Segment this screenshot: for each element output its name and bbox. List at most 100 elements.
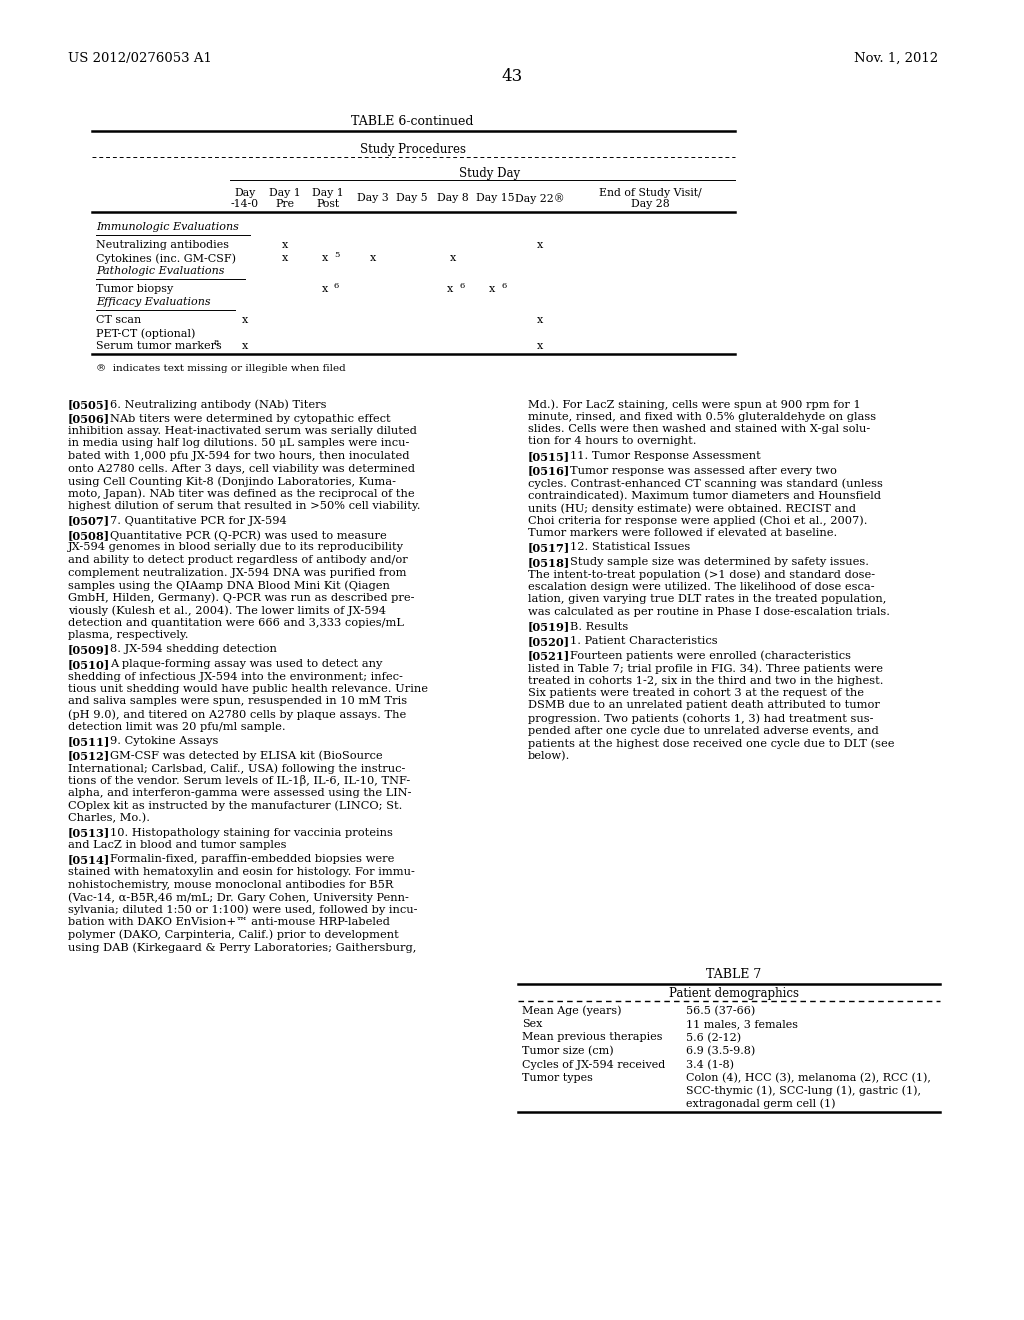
Text: CT scan: CT scan	[96, 315, 141, 325]
Text: progression. Two patients (cohorts 1, 3) had treatment sus-: progression. Two patients (cohorts 1, 3)…	[528, 713, 873, 723]
Text: NAb titers were determined by cytopathic effect: NAb titers were determined by cytopathic…	[110, 413, 390, 424]
Text: [0514]: [0514]	[68, 854, 111, 866]
Text: x: x	[242, 341, 248, 351]
Text: [0516]: [0516]	[528, 466, 570, 477]
Text: B. Results: B. Results	[570, 622, 629, 631]
Text: [0521]: [0521]	[528, 651, 570, 661]
Text: and LacZ in blood and tumor samples: and LacZ in blood and tumor samples	[68, 840, 287, 850]
Text: Tumor size (cm): Tumor size (cm)	[522, 1045, 613, 1056]
Text: Day 3: Day 3	[357, 193, 389, 203]
Text: Day 1: Day 1	[312, 187, 344, 198]
Text: 11. Tumor Response Assessment: 11. Tumor Response Assessment	[570, 451, 761, 461]
Text: [0513]: [0513]	[68, 828, 111, 838]
Text: Day: Day	[234, 187, 256, 198]
Text: 5.6 (2-12): 5.6 (2-12)	[686, 1032, 741, 1043]
Text: Nov. 1, 2012: Nov. 1, 2012	[854, 51, 938, 65]
Text: International; Carlsbad, Calif., USA) following the instruc-: International; Carlsbad, Calif., USA) fo…	[68, 763, 406, 774]
Text: The intent-to-treat population (>1 dose) and standard dose-: The intent-to-treat population (>1 dose)…	[528, 569, 876, 579]
Text: 8. JX-594 shedding detection: 8. JX-594 shedding detection	[110, 644, 276, 655]
Text: treated in cohorts 1-2, six in the third and two in the highest.: treated in cohorts 1-2, six in the third…	[528, 676, 884, 685]
Text: Tumor biopsy: Tumor biopsy	[96, 284, 173, 294]
Text: shedding of infectious JX-594 into the environment; infec-: shedding of infectious JX-594 into the e…	[68, 672, 402, 681]
Text: x: x	[537, 315, 543, 325]
Text: 6: 6	[501, 282, 506, 290]
Text: Post: Post	[316, 199, 340, 209]
Text: contraindicated). Maximum tumor diameters and Hounsfield: contraindicated). Maximum tumor diameter…	[528, 491, 881, 500]
Text: alpha, and interferon-gamma were assessed using the LIN-: alpha, and interferon-gamma were assesse…	[68, 788, 412, 799]
Text: Cytokines (inc. GM-CSF): Cytokines (inc. GM-CSF)	[96, 253, 236, 264]
Text: was calculated as per routine in Phase I dose-escalation trials.: was calculated as per routine in Phase I…	[528, 607, 890, 616]
Text: 3.4 (1-8): 3.4 (1-8)	[686, 1060, 734, 1069]
Text: TABLE 7: TABLE 7	[707, 969, 762, 982]
Text: x: x	[450, 253, 456, 263]
Text: 6: 6	[334, 282, 339, 290]
Text: Day 28: Day 28	[631, 199, 670, 209]
Text: [0506]: [0506]	[68, 413, 111, 425]
Text: plasma, respectively.: plasma, respectively.	[68, 630, 188, 640]
Text: [0515]: [0515]	[528, 451, 570, 462]
Text: DSMB due to an unrelated patient death attributed to tumor: DSMB due to an unrelated patient death a…	[528, 701, 880, 710]
Text: viously (Kulesh et al., 2004). The lower limits of JX-594: viously (Kulesh et al., 2004). The lower…	[68, 605, 386, 615]
Text: Day 15: Day 15	[476, 193, 514, 203]
Text: Efficacy Evaluations: Efficacy Evaluations	[96, 297, 211, 308]
Text: polymer (DAKO, Carpinteria, Calif.) prior to development: polymer (DAKO, Carpinteria, Calif.) prio…	[68, 929, 398, 940]
Text: x: x	[242, 315, 248, 325]
Text: [0510]: [0510]	[68, 659, 111, 671]
Text: bated with 1,000 pfu JX-594 for two hours, then inoculated: bated with 1,000 pfu JX-594 for two hour…	[68, 451, 410, 461]
Text: Study sample size was determined by safety issues.: Study sample size was determined by safe…	[570, 557, 869, 568]
Text: GM-CSF was detected by ELISA kit (BioSource: GM-CSF was detected by ELISA kit (BioSou…	[110, 751, 383, 762]
Text: patients at the highest dose received one cycle due to DLT (see: patients at the highest dose received on…	[528, 738, 895, 748]
Text: 6: 6	[459, 282, 464, 290]
Text: and saliva samples were spun, resuspended in 10 mM Tris: and saliva samples were spun, resuspende…	[68, 697, 408, 706]
Text: PET-CT (optional): PET-CT (optional)	[96, 327, 196, 338]
Text: tions of the vendor. Serum levels of IL-1β, IL-6, IL-10, TNF-: tions of the vendor. Serum levels of IL-…	[68, 776, 411, 787]
Text: Cycles of JX-594 received: Cycles of JX-594 received	[522, 1060, 666, 1069]
Text: Six patients were treated in cohort 3 at the request of the: Six patients were treated in cohort 3 at…	[528, 688, 864, 698]
Text: complement neutralization. JX-594 DNA was purified from: complement neutralization. JX-594 DNA wa…	[68, 568, 407, 578]
Text: detection and quantitation were 666 and 3,333 copies/mL: detection and quantitation were 666 and …	[68, 618, 403, 627]
Text: [0509]: [0509]	[68, 644, 111, 656]
Text: x: x	[537, 240, 543, 249]
Text: x: x	[322, 284, 328, 294]
Text: x: x	[446, 284, 454, 294]
Text: Study Day: Study Day	[460, 168, 520, 180]
Text: Colon (4), HCC (3), melanoma (2), RCC (1),: Colon (4), HCC (3), melanoma (2), RCC (1…	[686, 1073, 931, 1084]
Text: moto, Japan). NAb titer was defined as the reciprocal of the: moto, Japan). NAb titer was defined as t…	[68, 488, 415, 499]
Text: (pH 9.0), and titered on A2780 cells by plaque assays. The: (pH 9.0), and titered on A2780 cells by …	[68, 709, 407, 719]
Text: Charles, Mo.).: Charles, Mo.).	[68, 813, 150, 824]
Text: 11 males, 3 females: 11 males, 3 females	[686, 1019, 798, 1030]
Text: nohistochemistry, mouse monoclonal antibodies for B5R: nohistochemistry, mouse monoclonal antib…	[68, 879, 393, 890]
Text: units (HU; density estimate) were obtained. RECIST and: units (HU; density estimate) were obtain…	[528, 503, 856, 513]
Text: [0505]: [0505]	[68, 399, 110, 411]
Text: 6. Neutralizing antibody (NAb) Titers: 6. Neutralizing antibody (NAb) Titers	[110, 399, 327, 409]
Text: Day 1: Day 1	[269, 187, 301, 198]
Text: detection limit was 20 pfu/ml sample.: detection limit was 20 pfu/ml sample.	[68, 722, 286, 731]
Text: [0507]: [0507]	[68, 516, 111, 527]
Text: Tumor types: Tumor types	[522, 1073, 593, 1082]
Text: SCC-thymic (1), SCC-lung (1), gastric (1),: SCC-thymic (1), SCC-lung (1), gastric (1…	[686, 1085, 921, 1096]
Text: End of Study Visit/: End of Study Visit/	[599, 187, 701, 198]
Text: stained with hematoxylin and eosin for histology. For immu-: stained with hematoxylin and eosin for h…	[68, 867, 415, 876]
Text: bation with DAKO EnVision+™ anti-mouse HRP-labeled: bation with DAKO EnVision+™ anti-mouse H…	[68, 917, 390, 927]
Text: US 2012/0276053 A1: US 2012/0276053 A1	[68, 51, 212, 65]
Text: Serum tumor markers: Serum tumor markers	[96, 341, 222, 351]
Text: 56.5 (37-66): 56.5 (37-66)	[686, 1006, 756, 1016]
Text: 1. Patient Characteristics: 1. Patient Characteristics	[570, 636, 718, 645]
Text: x: x	[488, 284, 496, 294]
Text: 5: 5	[334, 251, 339, 259]
Text: 12. Statistical Issues: 12. Statistical Issues	[570, 543, 690, 553]
Text: 10. Histopathology staining for vaccinia proteins: 10. Histopathology staining for vaccinia…	[110, 828, 393, 837]
Text: Tumor response was assessed after every two: Tumor response was assessed after every …	[570, 466, 837, 475]
Text: extragonadal germ cell (1): extragonadal germ cell (1)	[686, 1098, 836, 1109]
Text: Choi criteria for response were applied (Choi et al., 2007).: Choi criteria for response were applied …	[528, 516, 867, 527]
Text: -14-0: -14-0	[231, 199, 259, 209]
Text: lation, given varying true DLT rates in the treated population,: lation, given varying true DLT rates in …	[528, 594, 887, 605]
Text: Sex: Sex	[522, 1019, 543, 1030]
Text: using Cell Counting Kit-8 (Donjindo Laboratories, Kuma-: using Cell Counting Kit-8 (Donjindo Labo…	[68, 477, 396, 487]
Text: 6.9 (3.5-9.8): 6.9 (3.5-9.8)	[686, 1045, 756, 1056]
Text: Day 8: Day 8	[437, 193, 469, 203]
Text: listed in Table 7; trial profile in FIG. 34). Three patients were: listed in Table 7; trial profile in FIG.…	[528, 663, 883, 673]
Text: x: x	[537, 341, 543, 351]
Text: highest dilution of serum that resulted in >50% cell viability.: highest dilution of serum that resulted …	[68, 502, 421, 511]
Text: 8: 8	[214, 339, 219, 347]
